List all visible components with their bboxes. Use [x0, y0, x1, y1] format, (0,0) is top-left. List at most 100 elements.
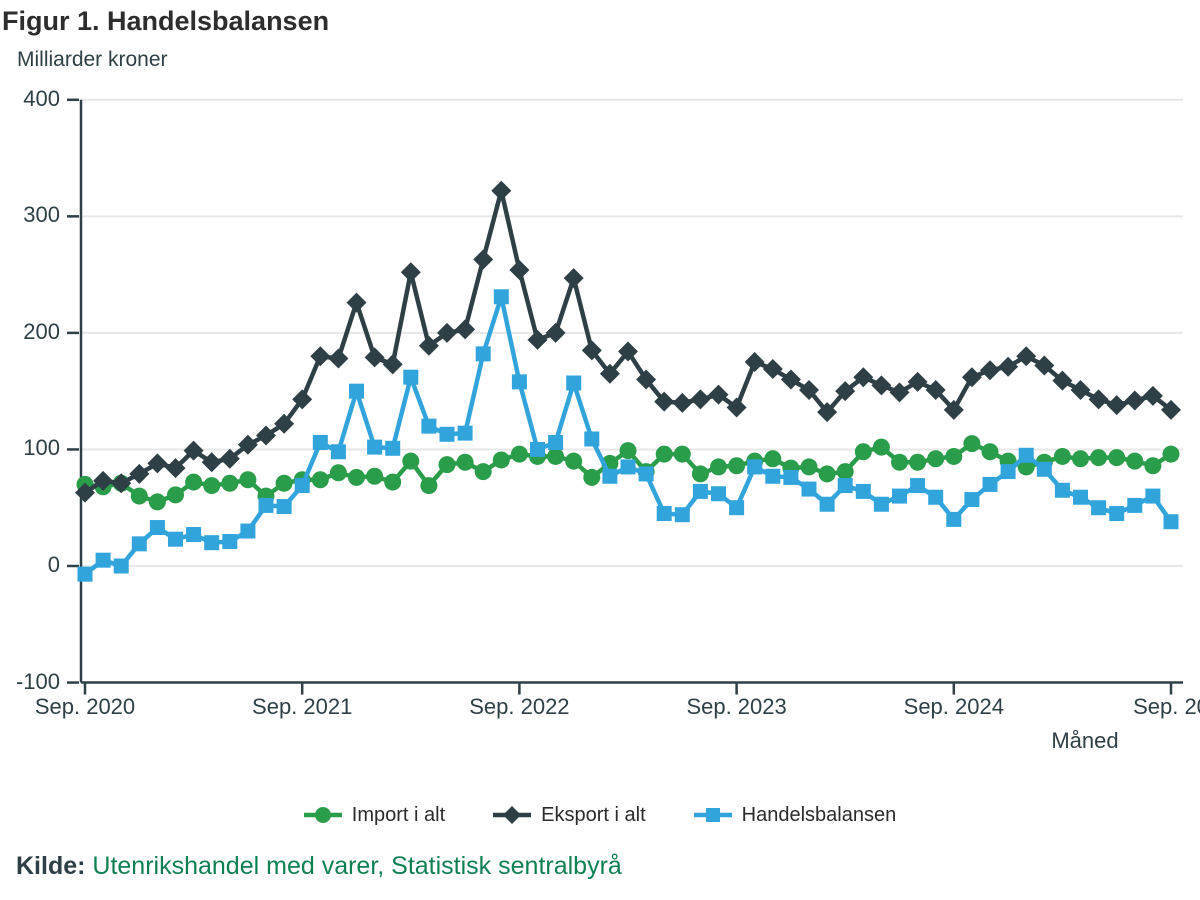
x-axis-label-5: Sep. 20: [1133, 694, 1200, 719]
handelsbalansen-marker-0: [77, 566, 93, 582]
chart-area: 400 300 200 100 0 -100 Sep. 2020 Sep. 2021 Sep. …: [16, 85, 1200, 753]
import-i-alt-marker-21: [456, 453, 474, 471]
eksport-i-alt-marker-17: [382, 354, 403, 375]
handelsbalansen-marker-54: [1054, 482, 1070, 498]
y-axis-label-0: 0: [47, 552, 60, 577]
handelsbalansen-marker-10: [258, 497, 274, 513]
import-i-alt-marker-5: [167, 486, 184, 504]
handelsbalansen-marker-11: [276, 499, 292, 515]
handelsbalansen-marker-41: [819, 496, 835, 512]
legend-item-import-i-alt[interactable]: Import i alt: [303, 804, 445, 827]
eksport-i-alt-marker-50: [980, 360, 1000, 381]
import-i-alt-marker-15: [348, 468, 365, 486]
handelsbalansen-marker-22: [475, 346, 491, 362]
handelsbalansen-marker-39: [783, 469, 799, 485]
import-i-alt-marker-8: [221, 474, 239, 492]
import-i-alt-marker-16: [366, 467, 384, 485]
handelsbalansen-marker-46: [910, 478, 926, 494]
legend-label-eksport-i-alt: Eksport i alt: [541, 803, 646, 826]
y-axis-label-400: 400: [23, 85, 60, 111]
import-i-alt-marker-43: [854, 443, 872, 461]
eksport-i-alt-marker-8: [219, 448, 240, 469]
legend-item-handelsbalansen[interactable]: Handelsbalansen: [693, 804, 896, 827]
legend-item-eksport-i-alt[interactable]: Eksport i alt: [493, 803, 646, 827]
handelsbalansen-marker-48: [946, 511, 962, 527]
import-i-alt-marker-3: [130, 487, 148, 505]
eksport-i-alt-marker-26: [545, 322, 566, 343]
import-i-alt-marker-26: [547, 447, 565, 465]
eksport-i-alt-marker-9: [237, 434, 258, 455]
import-i-alt-marker-56: [1090, 449, 1108, 467]
eksport-i-alt-marker-48: [943, 399, 964, 420]
handelsbalansen-marker-28: [584, 431, 600, 447]
import-i-alt-marker-35: [710, 458, 727, 476]
handelsbalansen-marker-58: [1127, 497, 1143, 513]
eksport-i-alt-marker-18: [400, 262, 421, 283]
handelsbalansen-marker-31: [638, 466, 654, 482]
handelsbalansen-marker-27: [566, 375, 582, 391]
eksport-i-alt-marker-10: [256, 425, 276, 446]
handelsbalansen-marker-50: [982, 476, 998, 492]
handelsbalansen-marker-12: [294, 478, 310, 494]
handelsbalansen-marker-34: [692, 483, 708, 499]
eksport-i-alt-marker-42: [835, 381, 856, 402]
eksport-i-alt-marker-58: [1124, 390, 1145, 411]
eksport-i-alt-marker-32: [654, 391, 675, 412]
import-i-alt-marker-33: [673, 445, 691, 463]
import-i-alt-marker-7: [203, 477, 221, 495]
eksport-i-alt-marker-35: [708, 384, 729, 405]
import-i-alt-marker-41: [818, 465, 836, 483]
eksport-i-alt-marker-3: [129, 463, 150, 484]
import-i-alt-marker-46: [909, 453, 927, 471]
import-i-alt-marker-18: [402, 452, 420, 470]
handelsbalansen-legend-icon: [693, 808, 732, 822]
eksport-i-alt-marker-51: [998, 356, 1019, 377]
chart-plot: [67, 98, 1183, 695]
eksport-i-alt-marker-13: [310, 346, 331, 367]
import-i-alt-marker-50: [981, 443, 999, 461]
eksport-i-alt-marker-43: [853, 367, 874, 388]
import-i-alt-marker-44: [872, 438, 890, 456]
import-i-alt-marker-47: [927, 450, 945, 468]
handelsbalansen-marker-6: [186, 527, 202, 543]
handelsbalansen-marker-23: [493, 289, 509, 305]
chart-legend: Import i alt Eksport i alt Handelsbalansen: [0, 798, 1200, 832]
handelsbalansen-marker-33: [674, 507, 690, 523]
import-i-alt-marker-57: [1108, 449, 1126, 467]
eksport-i-alt-marker-39: [780, 369, 801, 390]
import-i-alt-marker-11: [275, 474, 293, 492]
import-i-alt-marker-13: [311, 471, 329, 489]
handelsbalansen-marker-9: [240, 523, 256, 539]
eksport-i-alt-marker-45: [889, 382, 910, 403]
source-line: Kilde: Utenrikshandel med varer, Statist…: [16, 852, 622, 881]
eksport-i-alt-marker-36: [726, 397, 747, 418]
handelsbalansen-marker-56: [1091, 500, 1107, 516]
handelsbalansen-marker-55: [1073, 489, 1088, 505]
handelsbalansen-marker-20: [439, 426, 455, 442]
eksport-i-alt-marker-0: [75, 482, 95, 503]
eksport-i-alt-marker-7: [201, 452, 222, 473]
handelsbalansen-marker-35: [711, 486, 726, 502]
handelsbalansen-marker-51: [1000, 464, 1016, 480]
handelsbalansen-marker-5: [168, 531, 183, 547]
eksport-i-alt-marker-5: [165, 458, 186, 479]
handelsbalansen-marker-44: [873, 496, 889, 512]
handelsbalansen-marker-57: [1109, 506, 1125, 522]
eksport-i-alt-marker-41: [817, 402, 838, 423]
y-axis-label-100: 100: [23, 435, 60, 461]
eksport-i-alt-marker-60: [1161, 399, 1181, 420]
handelsbalansen-marker-19: [421, 418, 437, 434]
eksport-i-alt-marker-19: [418, 335, 439, 356]
handelsbalansen-marker-59: [1145, 488, 1161, 504]
import-i-alt-marker-34: [691, 465, 709, 483]
eksport-i-alt-marker-24: [509, 259, 530, 280]
import-i-alt-marker-54: [1053, 447, 1071, 465]
eksport-i-alt-marker-57: [1106, 395, 1127, 416]
source-link[interactable]: Utenrikshandel med varer, Statistisk sen…: [92, 852, 622, 880]
eksport-i-alt-marker-53: [1034, 355, 1055, 376]
handelsbalansen-marker-36: [729, 500, 745, 516]
eksport-i-alt-marker-33: [672, 392, 693, 413]
import-i-alt-marker-20: [438, 456, 456, 474]
handelsbalansen-marker-4: [149, 520, 165, 536]
import-i-alt-legend-icon: [303, 807, 342, 823]
